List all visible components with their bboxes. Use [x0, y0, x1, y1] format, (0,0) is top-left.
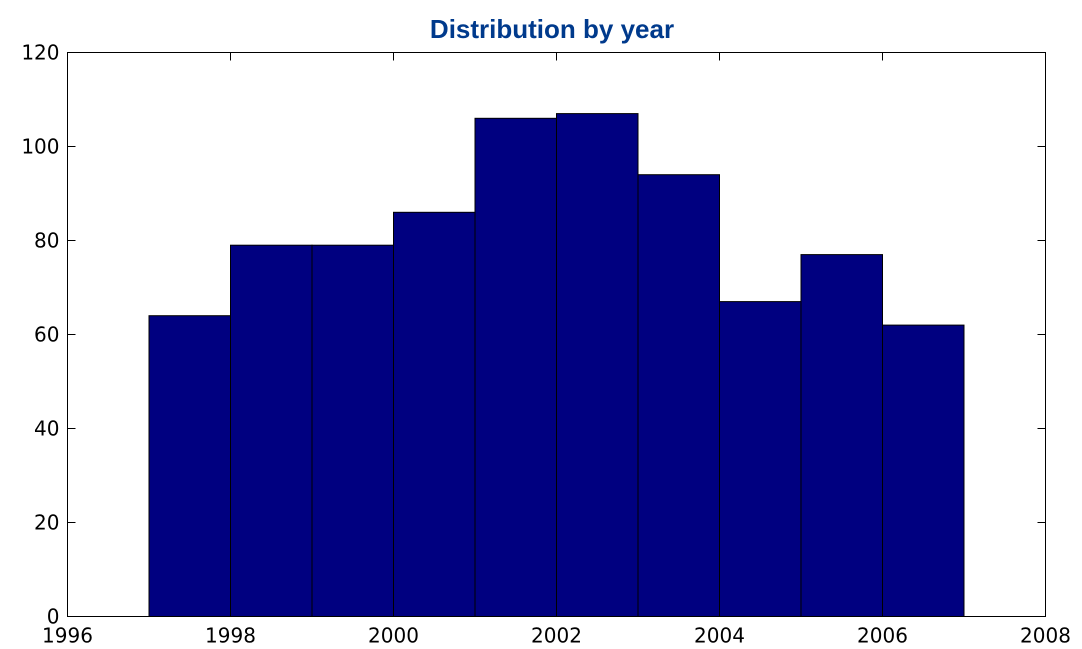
x-tick-label-2004: 2004 — [694, 624, 745, 648]
bar-2001 — [474, 117, 557, 618]
y-tick-label-20: 20 — [34, 511, 59, 535]
y-tick-label-0: 0 — [47, 605, 60, 629]
y-tick-label-120: 120 — [21, 41, 59, 65]
x-tick-label-2006: 2006 — [857, 624, 908, 648]
y-tick-label-60: 60 — [34, 323, 59, 347]
y-tick-label-80: 80 — [34, 229, 59, 253]
bar-1998 — [230, 244, 313, 617]
x-tick-labels: 1996 1998 2000 2002 2004 2006 2008 — [42, 624, 1071, 648]
x-tick-label-2002: 2002 — [531, 624, 582, 648]
bar-2002 — [556, 113, 639, 617]
x-tick-label-1996: 1996 — [42, 624, 93, 648]
bar-1999 — [311, 244, 394, 617]
x-tick-label-2008: 2008 — [1020, 624, 1071, 648]
bar-2000 — [393, 211, 476, 618]
chart-title: Distribution by year — [430, 14, 674, 44]
ticks-group — [67, 52, 1046, 617]
y-tick-label-100: 100 — [21, 135, 59, 159]
bar-1997 — [148, 315, 231, 617]
y-tick-labels: 0 20 40 60 80 100 120 — [21, 41, 59, 629]
bar-2003 — [637, 174, 720, 617]
y-tick-label-40: 40 — [34, 417, 59, 441]
bar-2005 — [800, 254, 883, 617]
x-tick-label-2000: 2000 — [368, 624, 419, 648]
bar-2006 — [882, 324, 965, 617]
bar-2004 — [719, 301, 802, 617]
x-tick-label-1998: 1998 — [205, 624, 256, 648]
bars-group — [148, 113, 965, 618]
